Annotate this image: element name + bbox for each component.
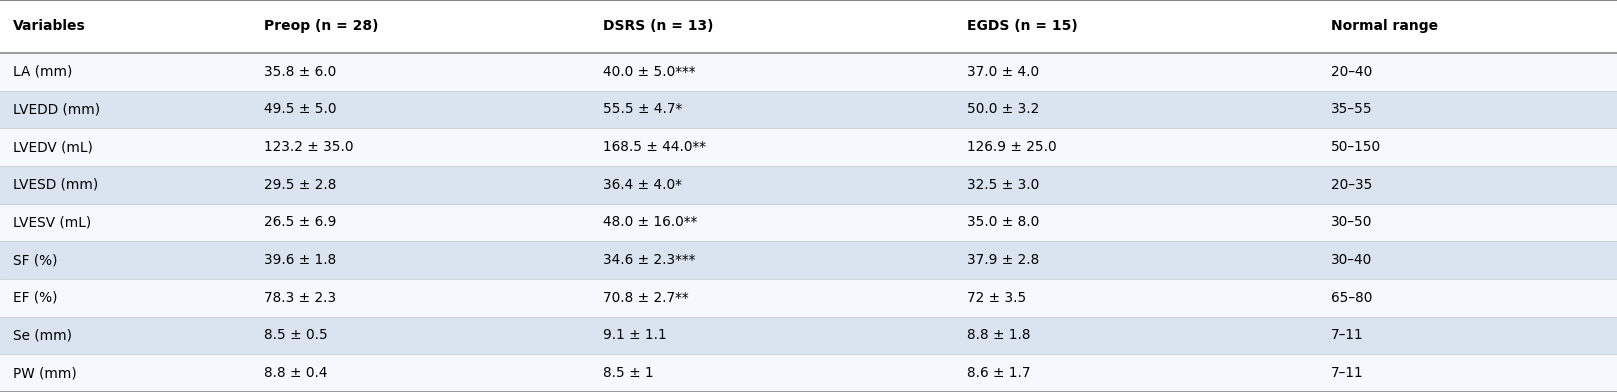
Text: LVEDD (mm): LVEDD (mm) (13, 102, 100, 116)
Bar (0, 53, 1617, 91)
Text: PW (mm): PW (mm) (13, 366, 76, 380)
Text: 7–11: 7–11 (1331, 366, 1363, 380)
Text: 72 ± 3.5: 72 ± 3.5 (967, 291, 1027, 305)
Text: 35.0 ± 8.0: 35.0 ± 8.0 (967, 216, 1040, 229)
Text: Se (mm): Se (mm) (13, 328, 71, 343)
Text: 30–50: 30–50 (1331, 216, 1373, 229)
Bar (0, 128, 1617, 166)
Text: 126.9 ± 25.0: 126.9 ± 25.0 (967, 140, 1056, 154)
Text: 8.5 ± 0.5: 8.5 ± 0.5 (264, 328, 327, 343)
Text: 65–80: 65–80 (1331, 291, 1373, 305)
Text: 168.5 ± 44.0**: 168.5 ± 44.0** (603, 140, 707, 154)
Text: LVEDV (mL): LVEDV (mL) (13, 140, 92, 154)
Text: LVESD (mm): LVESD (mm) (13, 178, 99, 192)
Text: 20–35: 20–35 (1331, 178, 1373, 192)
Text: Preop (n = 28): Preop (n = 28) (264, 20, 378, 33)
Text: 8.8 ± 0.4: 8.8 ± 0.4 (264, 366, 327, 380)
Text: 35.8 ± 6.0: 35.8 ± 6.0 (264, 65, 336, 79)
Text: DSRS (n = 13): DSRS (n = 13) (603, 20, 713, 33)
Text: SF (%): SF (%) (13, 253, 58, 267)
Text: EF (%): EF (%) (13, 291, 58, 305)
Text: 50.0 ± 3.2: 50.0 ± 3.2 (967, 102, 1040, 116)
Text: 40.0 ± 5.0***: 40.0 ± 5.0*** (603, 65, 695, 79)
Text: Normal range: Normal range (1331, 20, 1438, 33)
Bar (0, 0, 1617, 53)
Text: 8.6 ± 1.7: 8.6 ± 1.7 (967, 366, 1030, 380)
Text: 39.6 ± 1.8: 39.6 ± 1.8 (264, 253, 336, 267)
Text: 123.2 ± 35.0: 123.2 ± 35.0 (264, 140, 353, 154)
Text: 70.8 ± 2.7**: 70.8 ± 2.7** (603, 291, 689, 305)
Bar (0, 203, 1617, 241)
Text: 20–40: 20–40 (1331, 65, 1373, 79)
Text: LVESV (mL): LVESV (mL) (13, 216, 91, 229)
Text: 7–11: 7–11 (1331, 328, 1363, 343)
Text: 32.5 ± 3.0: 32.5 ± 3.0 (967, 178, 1040, 192)
Text: 26.5 ± 6.9: 26.5 ± 6.9 (264, 216, 336, 229)
Text: 55.5 ± 4.7*: 55.5 ± 4.7* (603, 102, 682, 116)
Text: 36.4 ± 4.0*: 36.4 ± 4.0* (603, 178, 682, 192)
Text: 37.9 ± 2.8: 37.9 ± 2.8 (967, 253, 1040, 267)
Text: 35–55: 35–55 (1331, 102, 1373, 116)
Text: 48.0 ± 16.0**: 48.0 ± 16.0** (603, 216, 697, 229)
Bar (0, 241, 1617, 279)
Text: 9.1 ± 1.1: 9.1 ± 1.1 (603, 328, 666, 343)
Text: Variables: Variables (13, 20, 86, 33)
Text: 8.8 ± 1.8: 8.8 ± 1.8 (967, 328, 1030, 343)
Text: 78.3 ± 2.3: 78.3 ± 2.3 (264, 291, 336, 305)
Text: 30–40: 30–40 (1331, 253, 1373, 267)
Text: 29.5 ± 2.8: 29.5 ± 2.8 (264, 178, 336, 192)
Text: LA (mm): LA (mm) (13, 65, 73, 79)
Text: EGDS (n = 15): EGDS (n = 15) (967, 20, 1077, 33)
Bar (0, 317, 1617, 354)
Bar (0, 91, 1617, 128)
Text: 34.6 ± 2.3***: 34.6 ± 2.3*** (603, 253, 695, 267)
Bar (0, 354, 1617, 392)
Text: 49.5 ± 5.0: 49.5 ± 5.0 (264, 102, 336, 116)
Bar (0, 166, 1617, 203)
Text: 37.0 ± 4.0: 37.0 ± 4.0 (967, 65, 1040, 79)
Text: 50–150: 50–150 (1331, 140, 1381, 154)
Bar (0, 279, 1617, 317)
Text: 8.5 ± 1: 8.5 ± 1 (603, 366, 653, 380)
